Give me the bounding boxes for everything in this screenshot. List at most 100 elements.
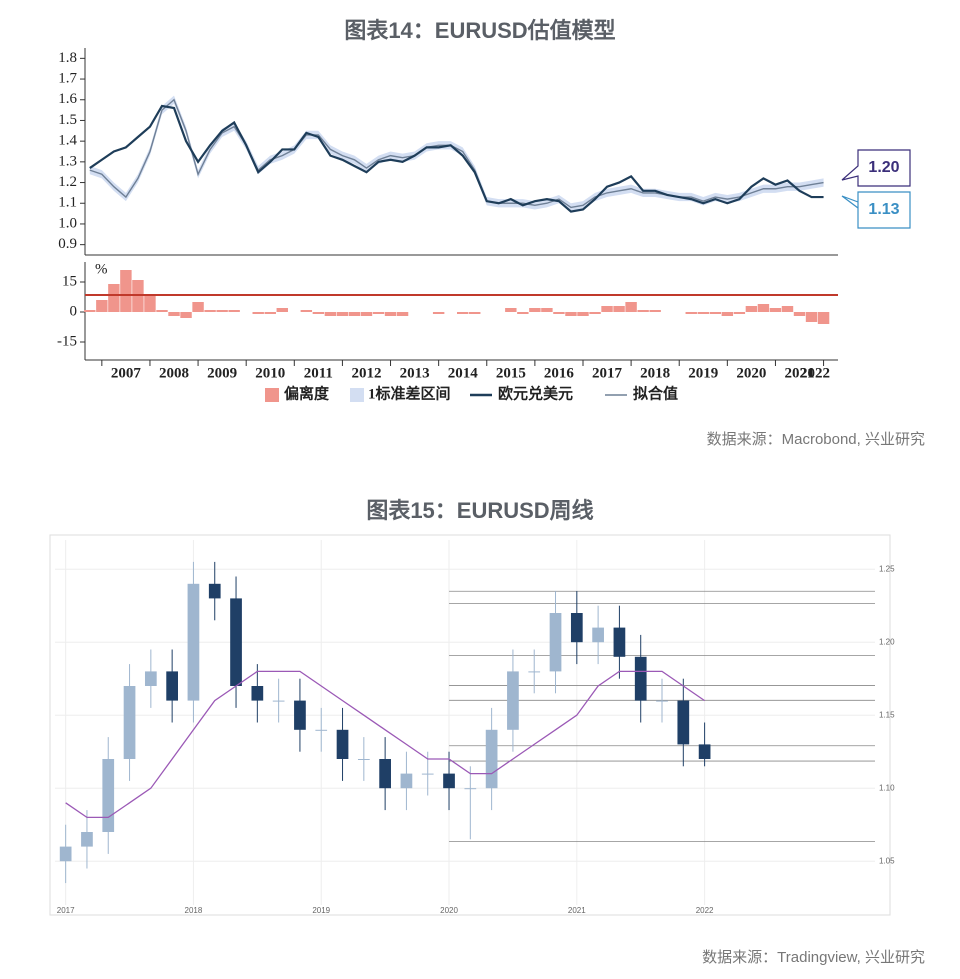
x-tick-label: 2012 [351,365,381,381]
moving-average [65,670,705,819]
x-tick-label: 2010 [255,365,285,381]
candle-body [336,729,349,759]
x-tick-label: 2019 [312,906,330,915]
candle-body [421,773,434,775]
end-label: 1.13 [868,201,899,218]
bar [541,308,553,312]
y-tick-label: 1.0 [58,215,77,231]
series-line [89,104,824,213]
bar [565,312,577,316]
x-tick-label: 2022 [696,906,714,915]
x-tick-label: 2021 [568,906,586,915]
candle-body [357,759,370,760]
bar [793,312,806,316]
source: 数据来源：Macrobond, 兴业研究 [707,431,925,448]
bar [120,270,132,312]
x-tick-label: 2020 [736,365,766,381]
bar [396,312,409,316]
candle-body [507,671,519,730]
bar [805,312,818,322]
source: 数据来源：Tradingview, 兴业研究 [702,949,925,966]
bar [300,310,313,312]
candle-body [677,700,690,745]
bar [649,310,661,312]
bar [372,312,385,314]
legend-label: 偏离度 [284,384,330,402]
y-tick-label: 0.9 [58,236,77,252]
candle-body [485,729,498,789]
bar [204,310,216,312]
x-tick-label: 2018 [640,365,670,381]
candle-body [208,583,221,599]
y-tick-label: 1.10 [879,783,895,792]
x-tick-label: 2021 [785,365,815,381]
candle-body [144,671,157,686]
candle-body [123,686,136,759]
bar [312,312,325,314]
x-tick-label: 2009 [207,365,237,381]
bar [625,302,637,312]
candle-body [272,700,285,702]
y-tick-label: 1.7 [58,70,77,86]
x-tick-label: 2019 [688,365,718,381]
bar [769,308,782,312]
y-tick-label: 1.4 [58,133,77,149]
x-tick-label: 2017 [57,906,75,915]
candle-body [443,773,455,789]
bar [733,312,746,314]
bar [348,312,361,316]
x-tick-label: 2015 [496,365,526,381]
bar [156,310,168,312]
bar [697,312,709,314]
candle-body [187,583,200,701]
candle-body [251,686,264,701]
bar [252,312,264,314]
candle-body [166,671,178,701]
bar [456,312,469,314]
bar [637,310,649,312]
bar [324,312,337,316]
bar [432,312,445,314]
bar [192,302,204,312]
bar [709,312,722,314]
bar [96,300,108,312]
legend-label: 欧元兑美元 [498,384,573,402]
bar [553,312,565,314]
candle-body [634,656,647,701]
candle-body [528,671,541,673]
candle-body [464,788,477,790]
end-label: 1.20 [868,159,899,176]
y-tick-label: 1.1 [58,195,77,211]
bar [469,312,481,314]
candle-body [294,700,306,730]
bar [108,284,120,312]
bar [168,312,180,316]
x-tick-label: 2017 [592,365,623,381]
x-tick-label: 2016 [544,365,575,381]
y-tick-label: 1.15 [879,710,895,719]
candle-body [698,744,711,759]
bar [84,310,96,312]
x-tick-label: 2018 [185,906,203,915]
bar [685,312,697,314]
bar [745,306,758,312]
bar [721,312,734,316]
candle-body [59,846,72,862]
legend-label: 1标准差区间 [368,384,451,402]
y-tick-label: 1.5 [58,112,77,128]
bar [228,310,240,312]
bar [336,312,349,316]
candle-body [592,627,604,643]
bar [216,310,228,312]
y-tick-label: 1.2 [58,174,77,190]
bar [613,306,625,312]
y-tick-label: -15 [57,333,77,349]
legend-label: 拟合值 [633,384,678,402]
x-tick-label: 2020 [440,906,458,915]
y-tick-label: 1.20 [879,637,895,646]
x-tick-label: 2014 [448,365,479,381]
y-tick-label: 1.05 [879,856,895,865]
chart-title: 图表15：EURUSD周线 [366,498,593,523]
bar [589,312,601,314]
